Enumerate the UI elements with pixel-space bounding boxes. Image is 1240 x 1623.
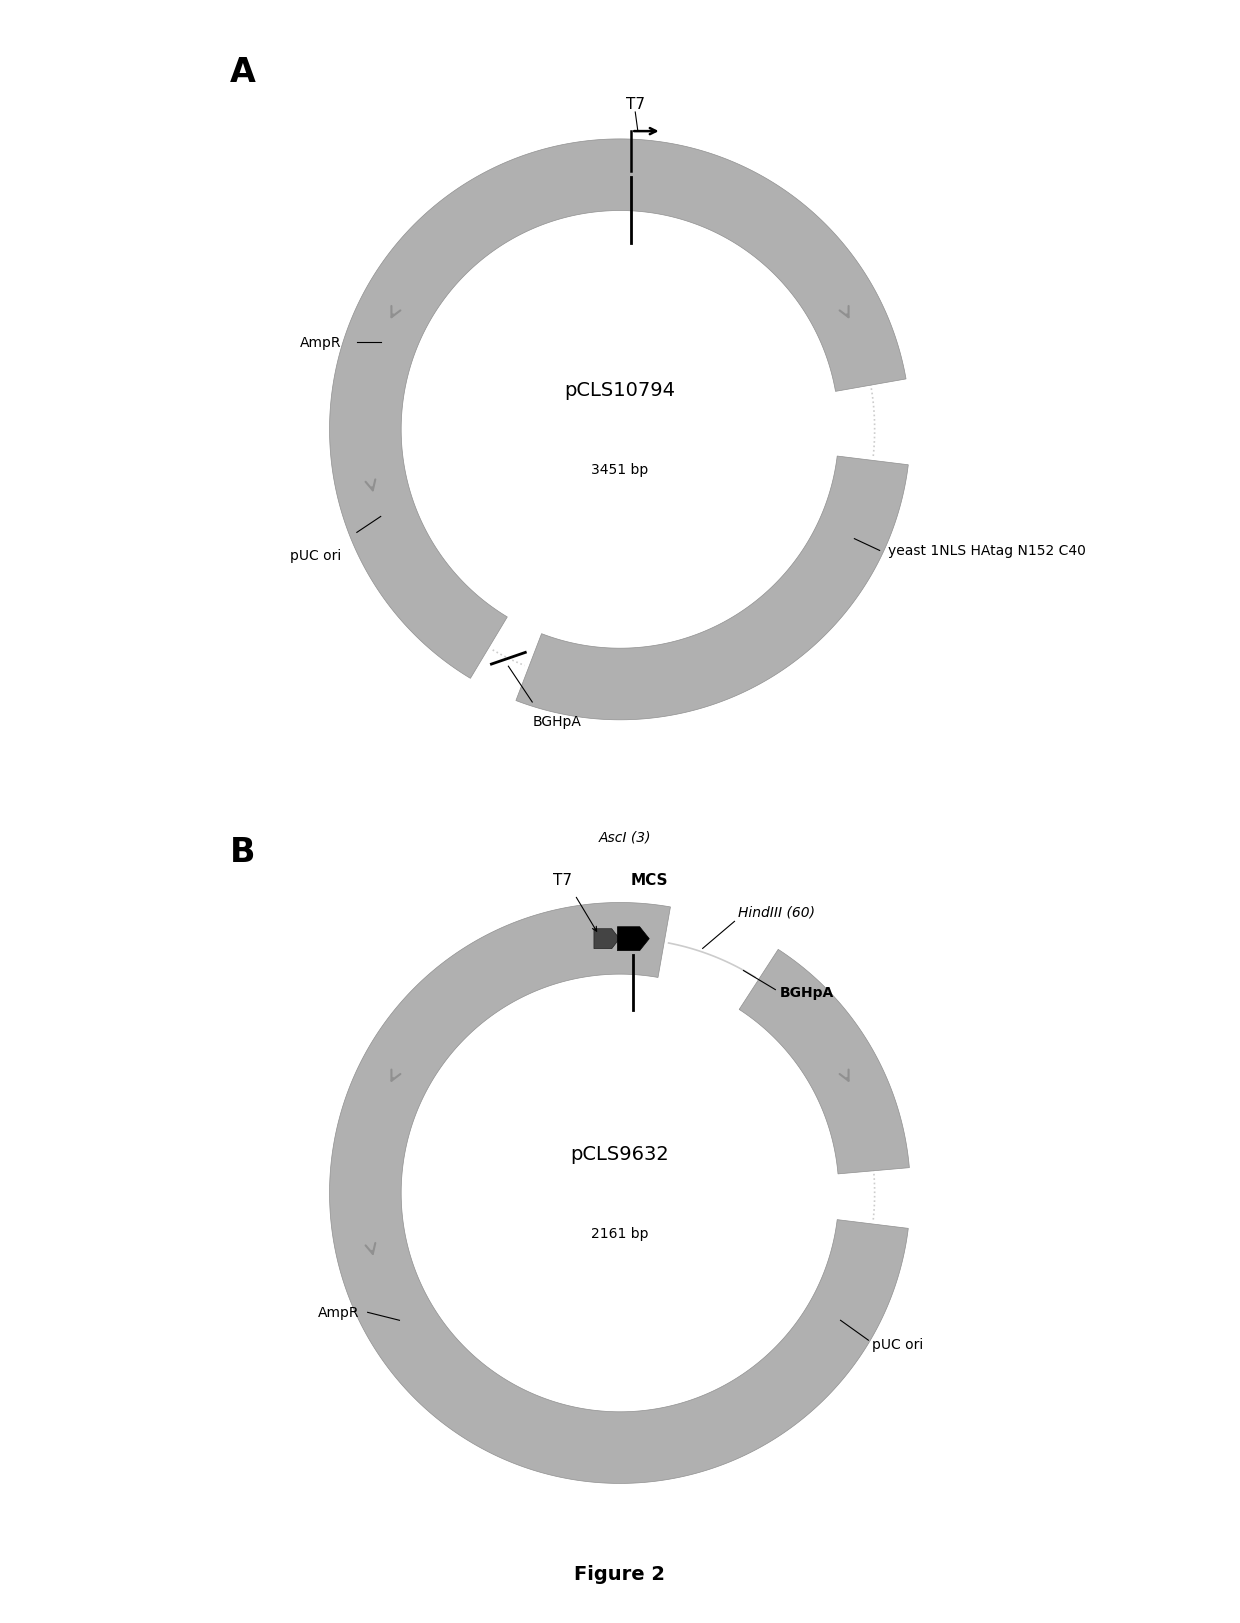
Text: yeast 1NLS HAtag N152 C40: yeast 1NLS HAtag N152 C40 (888, 544, 1085, 558)
Text: pCLS9632: pCLS9632 (570, 1144, 670, 1164)
Text: pUC ori: pUC ori (290, 549, 341, 563)
Text: BGHpA: BGHpA (532, 714, 582, 729)
Text: MCS: MCS (630, 873, 668, 888)
Text: Figure 2: Figure 2 (574, 1565, 666, 1582)
Text: pCLS10794: pCLS10794 (564, 381, 676, 399)
Text: T7: T7 (553, 873, 573, 888)
Text: pUC ori: pUC ori (873, 1337, 924, 1352)
Text: 3451 bp: 3451 bp (591, 463, 649, 477)
Text: HindIII (60): HindIII (60) (739, 906, 816, 919)
Polygon shape (594, 928, 620, 949)
Text: AmpR: AmpR (299, 336, 341, 351)
Text: T7: T7 (626, 97, 645, 112)
Text: 2161 bp: 2161 bp (591, 1225, 649, 1240)
Text: AmpR: AmpR (319, 1305, 360, 1319)
Polygon shape (330, 140, 906, 678)
Polygon shape (618, 927, 650, 951)
Polygon shape (516, 456, 908, 721)
Polygon shape (330, 902, 908, 1483)
Text: AscI (3): AscI (3) (599, 829, 651, 844)
Polygon shape (739, 949, 909, 1173)
Text: B: B (231, 836, 255, 868)
Text: A: A (231, 57, 255, 89)
Text: BGHpA: BGHpA (779, 985, 833, 1000)
